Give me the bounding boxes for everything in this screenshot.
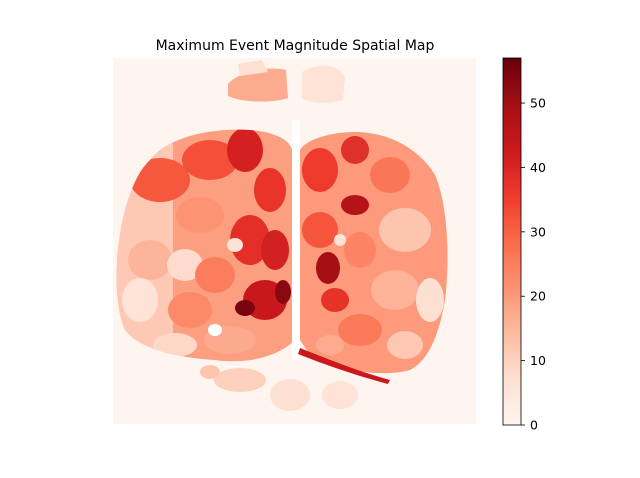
midline-gap bbox=[292, 120, 300, 360]
right-hemisphere-regions bbox=[302, 136, 444, 359]
colorbar-tick-label-20: 20 bbox=[530, 289, 546, 304]
left-hemisphere-regions bbox=[116, 129, 291, 362]
frontal-patch-right bbox=[302, 65, 345, 103]
posterior-patch-far-left bbox=[200, 365, 220, 379]
right-edge-streak bbox=[298, 348, 390, 384]
chart-title: Maximum Event Magnitude Spatial Map bbox=[156, 38, 435, 54]
posterior-patch-left bbox=[214, 368, 266, 392]
posterior-patch-center bbox=[270, 379, 310, 411]
colorbar-tick-label-0: 0 bbox=[530, 418, 538, 433]
colorbar-tick-label-30: 30 bbox=[530, 224, 546, 239]
colorbar: 0 10 20 30 40 50 bbox=[502, 57, 546, 433]
colorbar-tick-label-10: 10 bbox=[530, 353, 546, 368]
heatmap-image bbox=[113, 58, 476, 424]
colorbar-tick-label-50: 50 bbox=[530, 96, 546, 111]
frontal-patch-left bbox=[228, 68, 288, 102]
colorbar-tick-label-40: 40 bbox=[530, 160, 546, 175]
olfactory-patch bbox=[238, 60, 268, 76]
colorbar-gradient bbox=[502, 57, 522, 426]
posterior-patch-right bbox=[322, 381, 358, 409]
colorbar-ticks: 0 10 20 30 40 50 bbox=[521, 96, 546, 433]
